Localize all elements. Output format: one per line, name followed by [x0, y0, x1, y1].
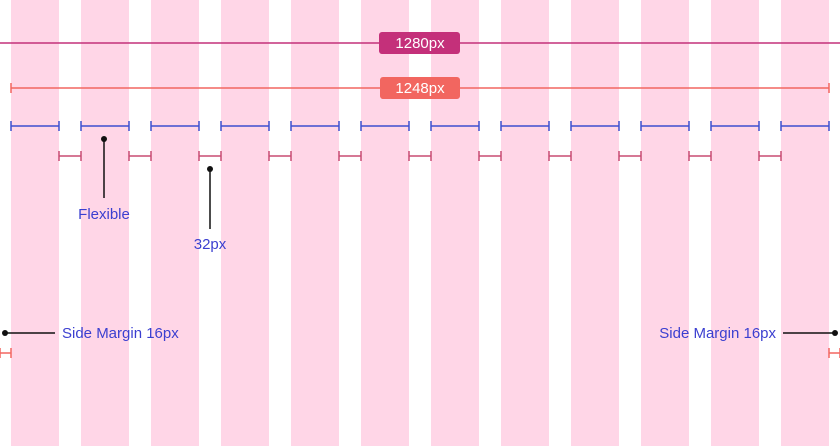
- full-width-label: 1280px: [395, 35, 445, 52]
- columns: [11, 0, 829, 446]
- column: [11, 0, 59, 446]
- column: [291, 0, 339, 446]
- gutter-note: 32px: [194, 236, 227, 253]
- column: [781, 0, 829, 446]
- right-margin-note: Side Margin 16px: [659, 325, 776, 342]
- column: [641, 0, 689, 446]
- column-note: Flexible: [78, 206, 130, 223]
- column: [571, 0, 619, 446]
- column: [221, 0, 269, 446]
- column: [361, 0, 409, 446]
- column: [151, 0, 199, 446]
- measure-lines: [0, 121, 840, 358]
- left-margin-note: Side Margin 16px: [62, 325, 179, 342]
- column: [711, 0, 759, 446]
- column: [501, 0, 549, 446]
- content-width-pill: [380, 77, 460, 99]
- column: [81, 0, 129, 446]
- content-width-label: 1248px: [395, 80, 445, 97]
- column: [431, 0, 479, 446]
- full-width-pill: [379, 32, 460, 54]
- pointer-dot: [832, 330, 838, 336]
